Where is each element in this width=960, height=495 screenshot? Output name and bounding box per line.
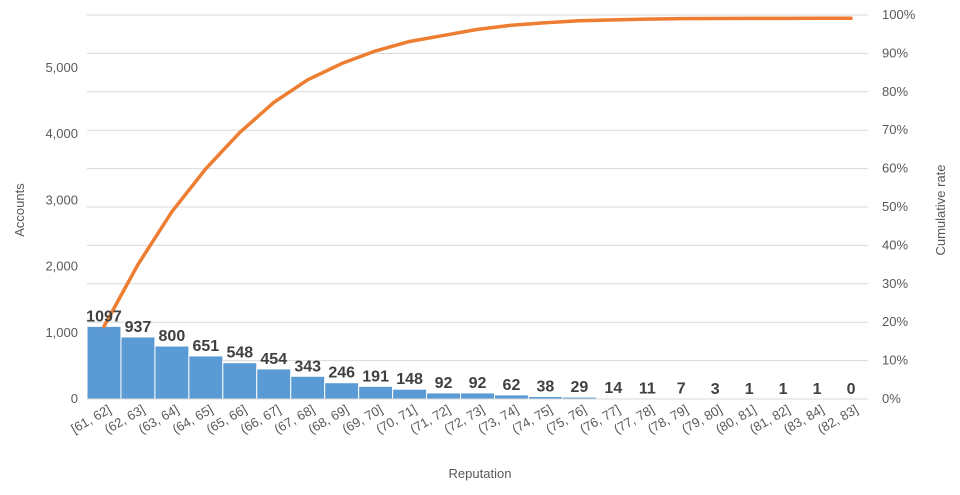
- y-axis-title: Accounts: [12, 183, 27, 237]
- bar: [256, 368, 292, 400]
- data-label: 937: [125, 319, 152, 336]
- data-label: 7: [677, 381, 686, 398]
- bar: [222, 362, 258, 400]
- secondary-y-axis-title: Cumulative rate: [933, 164, 948, 255]
- y2-tick-label: 10%: [882, 353, 908, 368]
- data-label: 29: [570, 379, 588, 396]
- y2-tick-label: 20%: [882, 314, 908, 329]
- data-label: 14: [604, 380, 622, 397]
- y2-tick-label: 40%: [882, 237, 908, 252]
- data-label: 548: [226, 345, 253, 362]
- y-tick-label: 2,000: [45, 259, 78, 274]
- data-label: 11: [639, 380, 656, 397]
- bar: [358, 385, 394, 400]
- y2-tick-label: 50%: [882, 199, 908, 214]
- data-label: 454: [260, 351, 287, 368]
- data-label: 800: [159, 328, 186, 345]
- bar: [86, 325, 122, 400]
- data-label: 3: [711, 381, 720, 398]
- bar: [188, 355, 224, 400]
- data-label: 0: [847, 381, 856, 398]
- data-label: 1: [745, 381, 754, 398]
- y2-tick-label: 0%: [882, 391, 901, 406]
- data-label: 92: [469, 375, 487, 392]
- bars: [86, 325, 835, 400]
- data-label: 1: [779, 381, 788, 398]
- bar: [426, 392, 462, 400]
- cumulative-line-layer: [102, 16, 853, 329]
- y-tick-label: 5,000: [45, 60, 78, 75]
- data-label: 62: [503, 377, 521, 394]
- bar: [154, 345, 190, 400]
- data-label: 38: [537, 378, 555, 395]
- y2-tick-label: 60%: [882, 161, 908, 176]
- bar: [460, 392, 495, 400]
- y2-tick-label: 30%: [882, 276, 908, 291]
- data-label: 246: [328, 365, 355, 382]
- cumulative-rate-line: [102, 16, 853, 329]
- data-label: 148: [396, 371, 423, 388]
- x-axis-title: Reputation: [449, 466, 512, 481]
- bar: [493, 394, 529, 400]
- bar: [392, 388, 428, 400]
- data-label: 92: [435, 375, 453, 392]
- y2-tick-label: 80%: [882, 84, 908, 99]
- y-tick-label: 0: [71, 391, 78, 406]
- y2-tick-label: 70%: [882, 122, 908, 137]
- y-tick-label: 1,000: [45, 325, 78, 340]
- bar: [324, 382, 360, 400]
- bar: [120, 336, 156, 400]
- bar: [290, 375, 326, 400]
- y2-tick-label: 100%: [882, 7, 916, 22]
- data-label: 651: [192, 338, 219, 355]
- y-tick-label: 4,000: [45, 126, 78, 141]
- y2-tick-label: 90%: [882, 45, 908, 60]
- data-label: 343: [294, 358, 321, 375]
- y-tick-label: 3,000: [45, 192, 78, 207]
- data-label: 1097: [86, 308, 122, 325]
- data-label: 191: [362, 368, 389, 385]
- data-label: 1: [813, 381, 822, 398]
